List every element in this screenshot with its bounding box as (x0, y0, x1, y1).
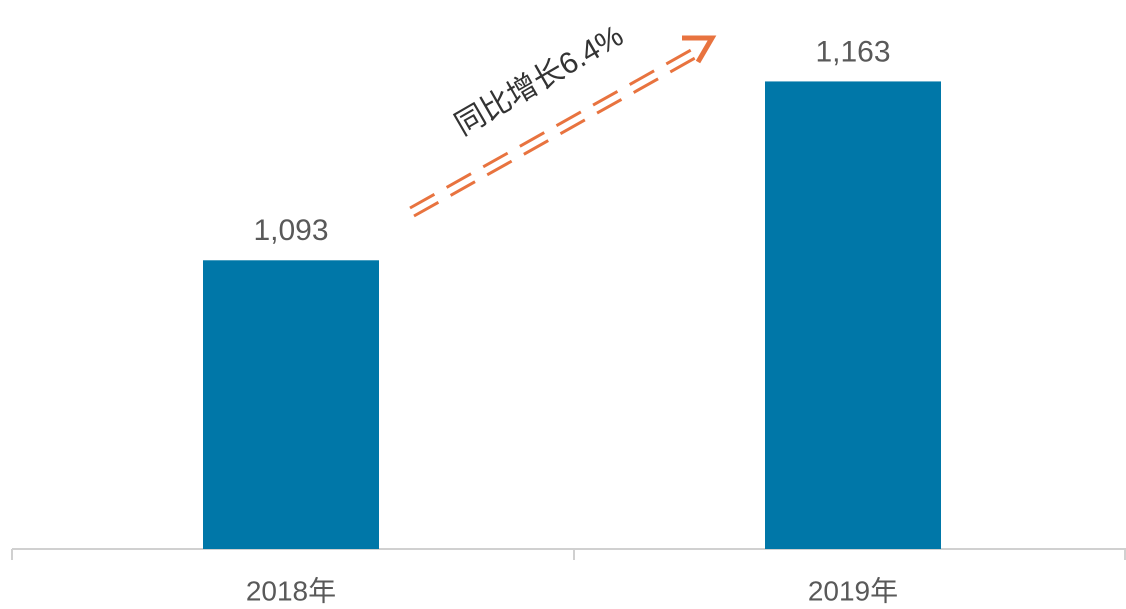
arrow-head (682, 35, 717, 64)
value-label: 1,163 (815, 35, 890, 68)
bar (203, 260, 379, 549)
x-tick-label: 2019年 (808, 575, 898, 606)
arrow-line-a (409, 43, 701, 210)
x-tick-label: 2018年 (246, 575, 336, 606)
value-label: 1,093 (253, 214, 328, 247)
arrow-line-b (413, 51, 705, 218)
growth-arrow (409, 35, 717, 218)
annotation: 同比增长6.4% (449, 19, 629, 142)
bar (765, 81, 941, 549)
